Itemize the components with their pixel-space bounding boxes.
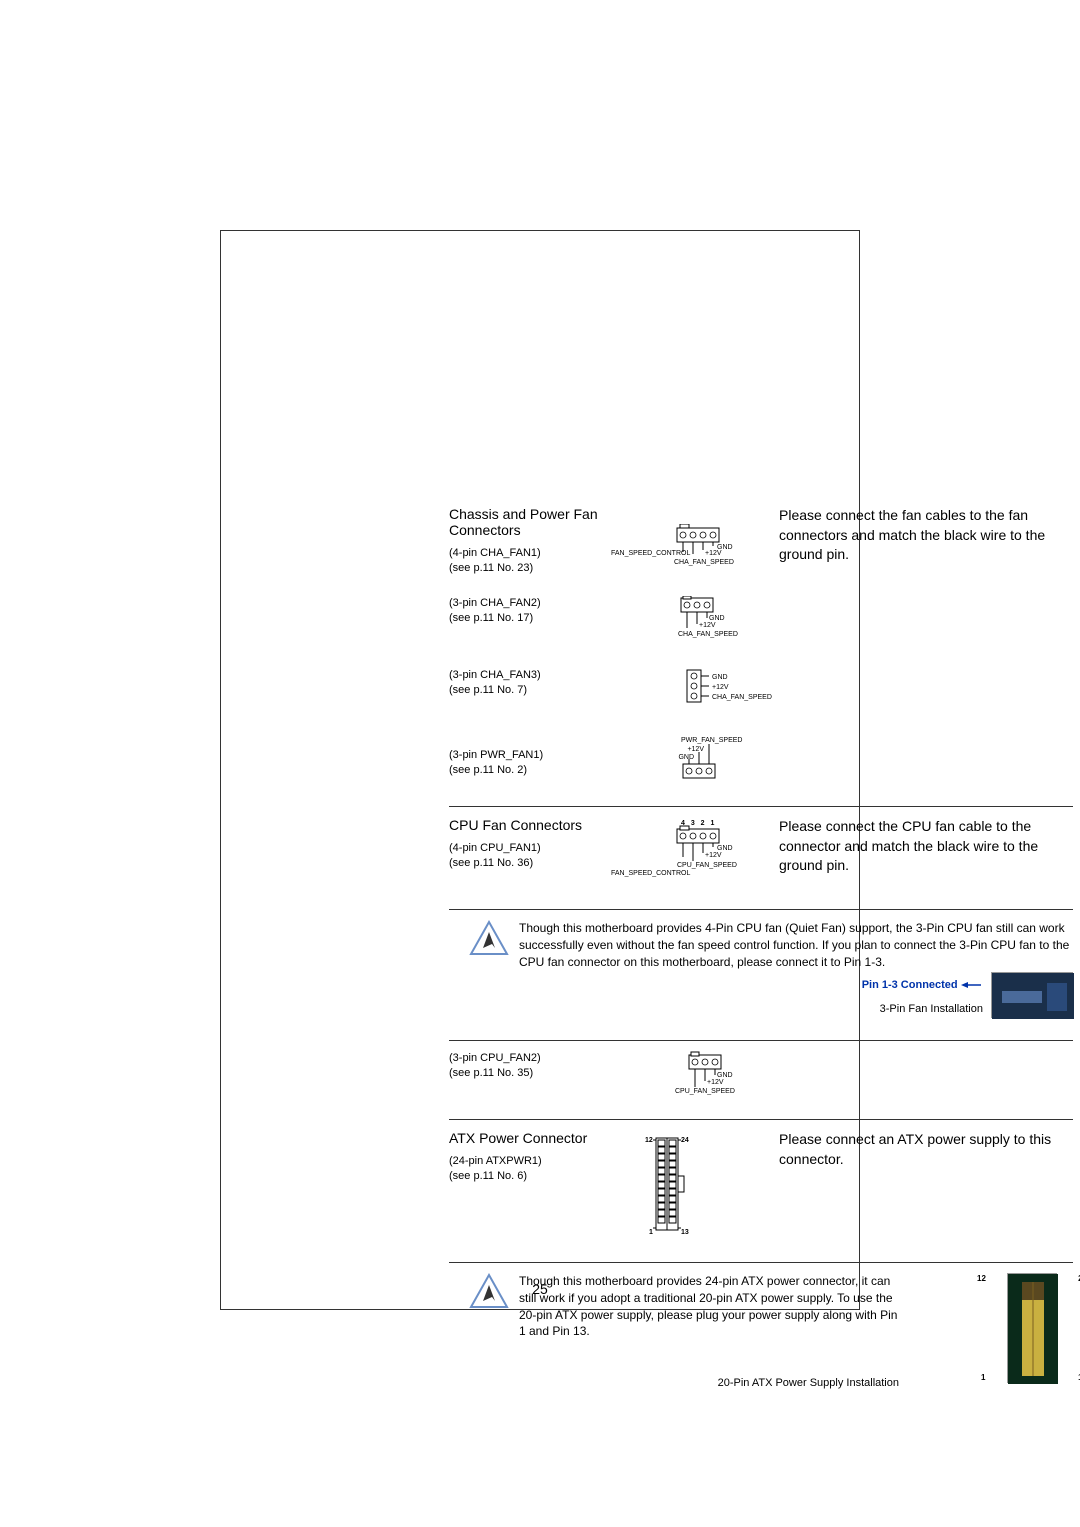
- cpu-fan2-diagram: GND +12V CPU_FAN_SPEED: [609, 1051, 779, 1101]
- atx-diagram: 12 24 1 13: [609, 1130, 729, 1238]
- arrow-left-icon: [961, 980, 983, 990]
- cha-fan1-diagram: GND +12V CHA_FAN_SPEED FAN_SPEED_CONTROL: [609, 524, 779, 570]
- atx-photo-pin-tl: 12: [977, 1273, 986, 1284]
- svg-text:13: 13: [681, 1229, 689, 1236]
- pin13-caption: Pin 1-3 Connected: [862, 979, 958, 991]
- warning-icon: [469, 920, 509, 960]
- svg-text:CPU_FAN_SPEED: CPU_FAN_SPEED: [677, 862, 737, 869]
- cpu-fan1-name: (4-pin CPU_FAN1): [449, 841, 609, 856]
- cpu-fan-title: CPU Fan Connectors: [449, 817, 609, 833]
- svg-text:+12V: +12V: [712, 684, 729, 691]
- svg-text:CHA_FAN_SPEED: CHA_FAN_SPEED: [678, 631, 738, 638]
- svg-text:CPU_FAN_SPEED: CPU_FAN_SPEED: [675, 1088, 735, 1095]
- svg-text:PWR_FAN_SPEED: PWR_FAN_SPEED: [681, 737, 742, 744]
- pwr-fan1-name: (3-pin PWR_FAN1): [449, 748, 609, 763]
- atx-desc: Please connect an ATX power supply to th…: [779, 1130, 1059, 1169]
- cha-fan2-diagram: GND +12V CHA_FAN_SPEED: [609, 596, 779, 640]
- cha-fan2-ref: (see p.11 No. 17): [449, 611, 609, 626]
- cpu-fan1-diagram: 4 3 2 1 GND +12V CPU_FAN_SPEED FAN_SPEED…: [609, 817, 779, 881]
- svg-text:12: 12: [645, 1137, 653, 1144]
- svg-text:GND: GND: [717, 845, 733, 852]
- page-number: 25: [532, 1281, 548, 1297]
- warning-icon: [469, 1273, 509, 1313]
- pwr-fan1-diagram: PWR_FAN_SPEED +12V GND: [609, 734, 779, 784]
- svg-text:CHA_FAN_SPEED: CHA_FAN_SPEED: [674, 559, 734, 566]
- cpu-fan2-name: (3-pin CPU_FAN2): [449, 1051, 609, 1066]
- chassis-fan-desc: Please connect the fan cables to the fan…: [779, 506, 1059, 565]
- cha-fan3-diagram: GND +12V CHA_FAN_SPEED: [609, 668, 779, 708]
- svg-text:1: 1: [649, 1229, 653, 1236]
- svg-text:GND: GND: [678, 754, 694, 761]
- svg-text:+12V: +12V: [705, 550, 722, 557]
- svg-text:GND: GND: [712, 674, 728, 681]
- pin13-sub: 3-Pin Fan Installation: [862, 1002, 983, 1017]
- svg-text:GND: GND: [709, 615, 725, 622]
- chassis-fan-title: Chassis and Power Fan Connectors: [449, 506, 609, 538]
- svg-text:FAN_SPEED_CONTROL: FAN_SPEED_CONTROL: [611, 550, 690, 557]
- svg-text:24: 24: [681, 1137, 689, 1144]
- cha-fan3-ref: (see p.11 No. 7): [449, 683, 609, 698]
- svg-text:+12V: +12V: [707, 1079, 724, 1086]
- atx-conn-ref: (see p.11 No. 6): [449, 1169, 609, 1184]
- atx-photo-pin-bl: 1: [981, 1372, 985, 1383]
- cpu-fan-note: Though this motherboard provides 4-Pin C…: [519, 920, 1073, 970]
- atx-title: ATX Power Connector: [449, 1130, 609, 1146]
- pwr-fan1-ref: (see p.11 No. 2): [449, 763, 609, 778]
- cha-fan1-name: (4-pin CHA_FAN1): [449, 546, 609, 561]
- svg-text:GND: GND: [717, 1072, 733, 1079]
- svg-text:CHA_FAN_SPEED: CHA_FAN_SPEED: [712, 694, 772, 701]
- svg-text:FAN_SPEED_CONTROL: FAN_SPEED_CONTROL: [611, 870, 690, 877]
- svg-text:+12V: +12V: [687, 746, 704, 753]
- svg-text:+12V: +12V: [699, 622, 716, 629]
- svg-text:+12V: +12V: [705, 852, 722, 859]
- atx-note: Though this motherboard provides 24-pin …: [519, 1273, 899, 1340]
- cpu-fan-photo: [991, 972, 1073, 1018]
- cha-fan1-ref: (see p.11 No. 23): [449, 561, 609, 576]
- cpu-fan1-ref: (see p.11 No. 36): [449, 856, 609, 871]
- cpu-fan-desc: Please connect the CPU fan cable to the …: [779, 817, 1059, 876]
- cpu-fan2-ref: (see p.11 No. 35): [449, 1066, 609, 1081]
- cha-fan2-name: (3-pin CHA_FAN2): [449, 596, 609, 611]
- atx-conn-name: (24-pin ATXPWR1): [449, 1154, 609, 1169]
- cha-fan3-name: (3-pin CHA_FAN3): [449, 668, 609, 683]
- atx-note-sub: 20-Pin ATX Power Supply Installation: [519, 1376, 899, 1391]
- atx-photo: [1007, 1273, 1057, 1383]
